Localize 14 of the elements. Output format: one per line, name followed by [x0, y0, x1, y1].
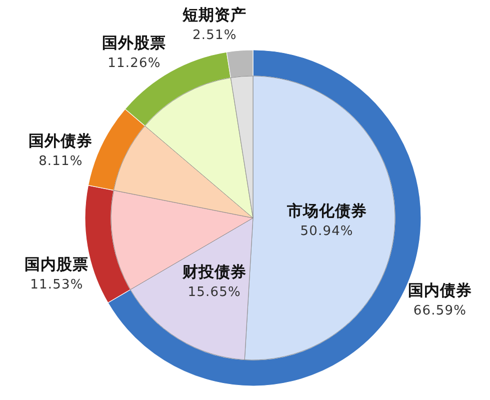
- data-label: 11.26%: [108, 56, 161, 72]
- slice-label: 短期资产: [182, 6, 247, 24]
- slice-label: 市场化债券: [286, 202, 367, 220]
- slice-label: 财投债券: [181, 262, 246, 281]
- slice-label: 国外股票: [102, 34, 166, 52]
- data-label: 15.65%: [188, 284, 241, 300]
- data-label: 2.51%: [192, 28, 237, 43]
- data-label: 50.94%: [300, 224, 354, 240]
- slice-label: 国内股票: [24, 256, 89, 274]
- data-label: 11.53%: [30, 278, 84, 293]
- data-label: 66.59%: [413, 304, 467, 319]
- slice-label: 国内债券: [408, 282, 472, 300]
- slice-label: 国外债券: [28, 132, 93, 150]
- data-label: 8.11%: [38, 154, 83, 169]
